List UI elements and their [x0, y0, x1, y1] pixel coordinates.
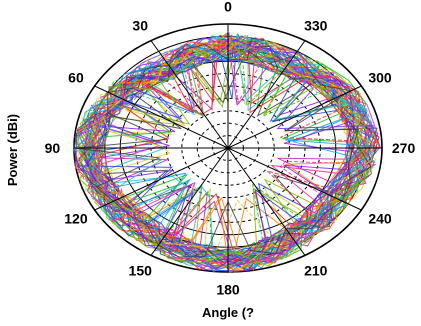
grid-spoke [227, 147, 362, 211]
angle-tick-label: 240 [368, 211, 392, 227]
series-line [92, 41, 371, 265]
series-line [80, 40, 367, 258]
grid-spoke [94, 85, 229, 149]
y-axis-label: Power (dBi) [5, 114, 20, 186]
angle-tick-label: 60 [68, 69, 84, 85]
series-line [93, 41, 369, 263]
angle-tick-label: 120 [64, 211, 88, 227]
x-axis-label: Angle (? [202, 305, 254, 320]
angle-tick-label: 180 [216, 281, 240, 297]
angle-tick-label: 210 [304, 262, 328, 278]
angle-tick-label: 90 [45, 140, 61, 156]
series-line [75, 44, 359, 258]
grid-spoke [150, 40, 229, 149]
grid-spoke [150, 147, 229, 256]
series-line [88, 34, 376, 263]
angle-tick-labels: 0 30 60 90 120 150 180 210 240 270 300 330 [45, 0, 416, 297]
grid-spoke [227, 85, 362, 149]
grid-spoke [227, 40, 306, 149]
angle-tick-label: 0 [224, 0, 232, 15]
angle-tick-label: 150 [129, 262, 153, 278]
angle-tick-label: 270 [392, 140, 416, 156]
series-group [72, 32, 381, 273]
series-line [87, 37, 370, 261]
angle-tick-label: 30 [132, 18, 148, 34]
spokes [74, 24, 382, 272]
angle-tick-label: 330 [304, 18, 328, 34]
grid-spoke [227, 147, 306, 256]
series-line [78, 33, 374, 267]
series-line [83, 39, 367, 270]
grid-spoke [94, 147, 229, 211]
angle-tick-label: 300 [368, 69, 392, 85]
